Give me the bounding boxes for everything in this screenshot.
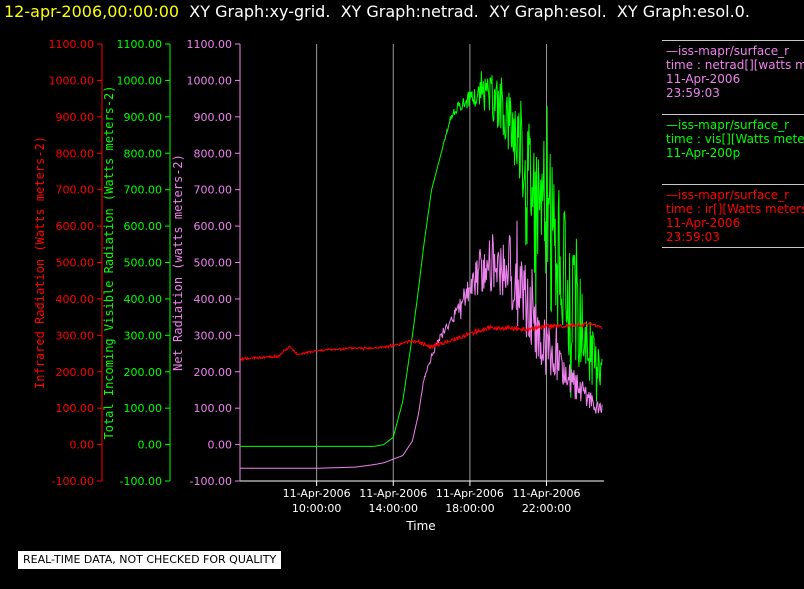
series-line-ir	[239, 322, 603, 363]
y-tick-label-net-7: 600.00	[194, 220, 233, 233]
x-tick-label-2-1: 18:00:00	[445, 502, 494, 515]
x-tick-label-2-0: 11-Apr-2006	[436, 487, 504, 500]
y-tick-label-vis-4: 300.00	[124, 329, 163, 342]
y-axis-net: -100.00 0.00 100.00 200.00 300.00 400.00 500.0…	[171, 38, 241, 488]
legend-line-2-0: —iss-mapr/surface_r	[666, 188, 790, 202]
y-tick-label-vis-6: 500.00	[124, 257, 163, 270]
legend-line-2-2: 11-Apr-2006	[666, 216, 741, 230]
legend-entry-0: —iss-mapr/surface_r time : netrad[][watts…	[662, 40, 804, 100]
legend-line-0-3: 23:59:03	[666, 86, 720, 100]
y-tick-label-vis-0: -100.00	[120, 475, 162, 488]
y-tick-label-ir-0: -100.00	[52, 475, 94, 488]
legend-entry-2: —iss-mapr/surface_r time : ir[][Watts met…	[662, 184, 804, 251]
y-tick-label-ir-9: 800.00	[56, 147, 95, 160]
y-axis-title-vis: Total Incoming Visible Radiation (Watts …	[102, 85, 116, 439]
legend-divider	[662, 184, 804, 185]
y-tick-label-ir-1: 0.00	[70, 439, 95, 452]
graph-header: 12-apr-2006,00:00:00 XY Graph:xy-grid. X…	[4, 1, 750, 23]
legend-divider	[662, 114, 804, 115]
y-axis-ir: -100.00 0.00 100.00 200.00 300.00 400.00 500.0…	[33, 38, 103, 488]
y-tick-label-net-10: 900.00	[194, 111, 233, 124]
y-tick-label-net-0: -100.00	[190, 475, 232, 488]
x-tick-label-3-1: 22:00:00	[522, 502, 571, 515]
y-tick-label-ir-7: 600.00	[56, 220, 95, 233]
y-tick-label-net-11: 1000.00	[187, 74, 233, 87]
vertical-grid-lines	[316, 44, 548, 481]
x-tick-label-1-0: 11-Apr-2006	[359, 487, 427, 500]
legend-line-1-1: time : vis[][Watts meter	[666, 132, 804, 146]
y-tick-label-ir-8: 700.00	[56, 184, 95, 197]
y-tick-label-net-1: 0.00	[208, 439, 233, 452]
y-axis-title-ir: Infrared Radiation (Watts meters-2)	[33, 136, 47, 389]
y-tick-label-vis-8: 700.00	[124, 184, 163, 197]
y-tick-label-vis-3: 200.00	[124, 366, 163, 379]
y-tick-label-ir-3: 200.00	[56, 366, 95, 379]
x-tick-label-3-0: 11-Apr-2006	[513, 487, 581, 500]
y-tick-label-vis-12: 1100.00	[117, 38, 163, 51]
y-tick-label-net-9: 800.00	[194, 147, 233, 160]
y-tick-label-vis-1: 0.00	[138, 439, 163, 452]
y-tick-label-vis-11: 1000.00	[117, 74, 163, 87]
series-lines	[239, 71, 603, 469]
y-tick-label-vis-5: 400.00	[124, 293, 163, 306]
y-axis-vis: -100.00 0.00 100.00 200.00 300.00 400.00 500.0…	[102, 38, 171, 488]
y-tick-label-ir-2: 100.00	[56, 402, 95, 415]
legend-divider	[662, 247, 804, 248]
legend-line-2-1: time : ir[][Watts meters	[666, 202, 804, 216]
quality-notice: REAL-TIME DATA, NOT CHECKED FOR QUALITY	[18, 551, 282, 569]
y-tick-label-net-4: 300.00	[194, 329, 233, 342]
x-axis-title: Time	[405, 519, 435, 533]
legend-line-0-1: time : netrad[][watts me	[666, 58, 804, 72]
y-tick-label-net-12: 1100.00	[187, 38, 233, 51]
legend-line-2-3: 23:59:03	[666, 230, 720, 244]
legend-entry-1: —iss-mapr/surface_r time : vis[][Watts me…	[662, 114, 804, 160]
x-tick-label-0-1: 10:00:00	[292, 502, 341, 515]
legend: —iss-mapr/surface_r time : netrad[][watts…	[662, 40, 804, 262]
series-line-net	[240, 220, 603, 469]
x-tick-label-0-0: 11-Apr-2006	[283, 487, 351, 500]
header-graph-list: XY Graph:xy-grid. XY Graph:netrad. XY Gr…	[179, 2, 750, 21]
y-tick-label-ir-11: 1000.00	[49, 74, 95, 87]
y-tick-label-net-8: 700.00	[194, 184, 233, 197]
legend-divider	[662, 40, 804, 41]
y-tick-label-ir-5: 400.00	[56, 293, 95, 306]
x-tick-label-1-1: 14:00:00	[369, 502, 418, 515]
legend-line-0-2: 11-Apr-2006	[666, 72, 741, 86]
y-tick-label-net-5: 400.00	[194, 293, 233, 306]
y-axis-title-net: Net Radiation (watts meters-2)	[171, 154, 185, 371]
y-tick-label-vis-9: 800.00	[124, 147, 163, 160]
y-tick-label-vis-10: 900.00	[124, 111, 163, 124]
y-tick-label-net-6: 500.00	[194, 257, 233, 270]
y-tick-label-ir-10: 900.00	[56, 111, 95, 124]
legend-line-1-0: —iss-mapr/surface_r	[666, 118, 790, 132]
y-tick-label-vis-2: 100.00	[124, 402, 163, 415]
legend-line-1-2: 11-Apr-200p	[666, 146, 741, 160]
y-tick-label-ir-4: 300.00	[56, 329, 95, 342]
x-axis: 11-Apr-2006 10:00:00 11-Apr-2006 14:00:00 11…	[283, 481, 581, 533]
y-tick-label-ir-12: 1100.00	[49, 38, 95, 51]
y-tick-label-net-3: 200.00	[194, 366, 233, 379]
y-tick-label-net-2: 100.00	[194, 402, 233, 415]
y-tick-label-vis-7: 600.00	[124, 220, 163, 233]
y-axes: -100.00 0.00 100.00 200.00 300.00 400.00 500.0…	[33, 38, 241, 488]
y-tick-label-ir-6: 500.00	[56, 257, 95, 270]
header-date: 12-apr-2006,00:00:00	[4, 2, 180, 21]
series-line-vis	[240, 71, 603, 447]
legend-line-0-0: —iss-mapr/surface_r	[666, 44, 790, 58]
